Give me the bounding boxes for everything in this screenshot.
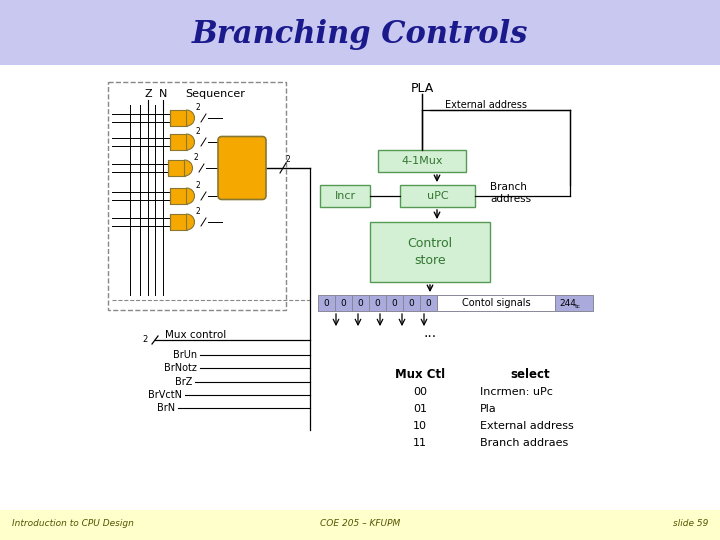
Bar <box>320 185 370 207</box>
Text: 2: 2 <box>195 181 199 191</box>
Text: 0: 0 <box>409 299 415 307</box>
Wedge shape <box>186 110 194 126</box>
Bar <box>400 185 475 207</box>
Text: BrN: BrN <box>157 403 175 413</box>
Text: 0: 0 <box>358 299 364 307</box>
Text: N: N <box>159 89 167 99</box>
Bar <box>0 510 720 540</box>
Text: ...: ... <box>423 326 436 340</box>
Bar <box>386 295 403 311</box>
Text: COE 205 – KFUPM: COE 205 – KFUPM <box>320 519 400 529</box>
Bar <box>0 0 720 65</box>
Text: BrVctN: BrVctN <box>148 390 182 400</box>
Text: External address: External address <box>480 421 574 431</box>
Text: PLA: PLA <box>410 82 433 94</box>
Text: Contol signals: Contol signals <box>462 298 531 308</box>
Bar <box>170 110 186 126</box>
Text: select: select <box>510 368 550 381</box>
Text: Pla: Pla <box>480 404 497 414</box>
Text: uPC: uPC <box>427 191 449 201</box>
FancyBboxPatch shape <box>218 137 266 199</box>
Text: slide 59: slide 59 <box>672 519 708 529</box>
Text: 0: 0 <box>341 299 346 307</box>
Text: BrUn: BrUn <box>173 350 197 360</box>
Text: Introduction to CPU Design: Introduction to CPU Design <box>12 519 134 529</box>
Text: BrZ: BrZ <box>175 377 192 387</box>
Bar <box>170 188 186 204</box>
Bar <box>170 214 186 230</box>
Text: 00: 00 <box>413 387 427 397</box>
Text: Incrmen: uPc: Incrmen: uPc <box>480 387 553 397</box>
Text: 2: 2 <box>195 207 199 217</box>
Text: tc: tc <box>575 305 581 309</box>
Text: Mux control: Mux control <box>165 330 226 340</box>
Text: 2: 2 <box>195 127 199 137</box>
Bar <box>168 160 184 176</box>
Text: Branch addraes: Branch addraes <box>480 438 568 448</box>
Bar <box>403 295 420 311</box>
Text: Control
store: Control store <box>408 237 453 267</box>
Wedge shape <box>184 160 192 176</box>
Text: 01: 01 <box>413 404 427 414</box>
Text: Sequencer: Sequencer <box>185 89 245 99</box>
Bar <box>555 295 593 311</box>
Text: Branching Controls: Branching Controls <box>192 18 528 50</box>
Text: Mux Ctl: Mux Ctl <box>395 368 445 381</box>
Bar <box>378 150 466 172</box>
Text: 2: 2 <box>143 335 148 345</box>
Bar <box>108 82 286 310</box>
Text: External address: External address <box>445 100 527 110</box>
Text: 10: 10 <box>413 421 427 431</box>
Text: 4-1Mux: 4-1Mux <box>401 156 443 166</box>
Bar <box>8 68 712 506</box>
Text: 0: 0 <box>426 299 431 307</box>
Bar <box>369 295 386 311</box>
Wedge shape <box>186 188 194 204</box>
Wedge shape <box>186 214 194 230</box>
Text: 0: 0 <box>392 299 397 307</box>
Bar <box>352 295 369 311</box>
Text: Branch
address: Branch address <box>490 182 531 204</box>
Text: 2: 2 <box>193 153 198 163</box>
Wedge shape <box>186 134 194 150</box>
Text: 2: 2 <box>285 156 289 165</box>
Text: 244: 244 <box>559 299 576 307</box>
Text: 0: 0 <box>374 299 380 307</box>
Text: 2: 2 <box>195 104 199 112</box>
Text: Z: Z <box>144 89 152 99</box>
Text: Incr: Incr <box>334 191 356 201</box>
Text: 11: 11 <box>413 438 427 448</box>
Bar <box>437 295 555 311</box>
Bar <box>318 295 335 311</box>
Bar <box>335 295 352 311</box>
Text: BrNotz: BrNotz <box>164 363 197 373</box>
Bar <box>420 295 437 311</box>
Bar <box>370 222 490 282</box>
Text: 0: 0 <box>323 299 329 307</box>
Bar <box>170 134 186 150</box>
